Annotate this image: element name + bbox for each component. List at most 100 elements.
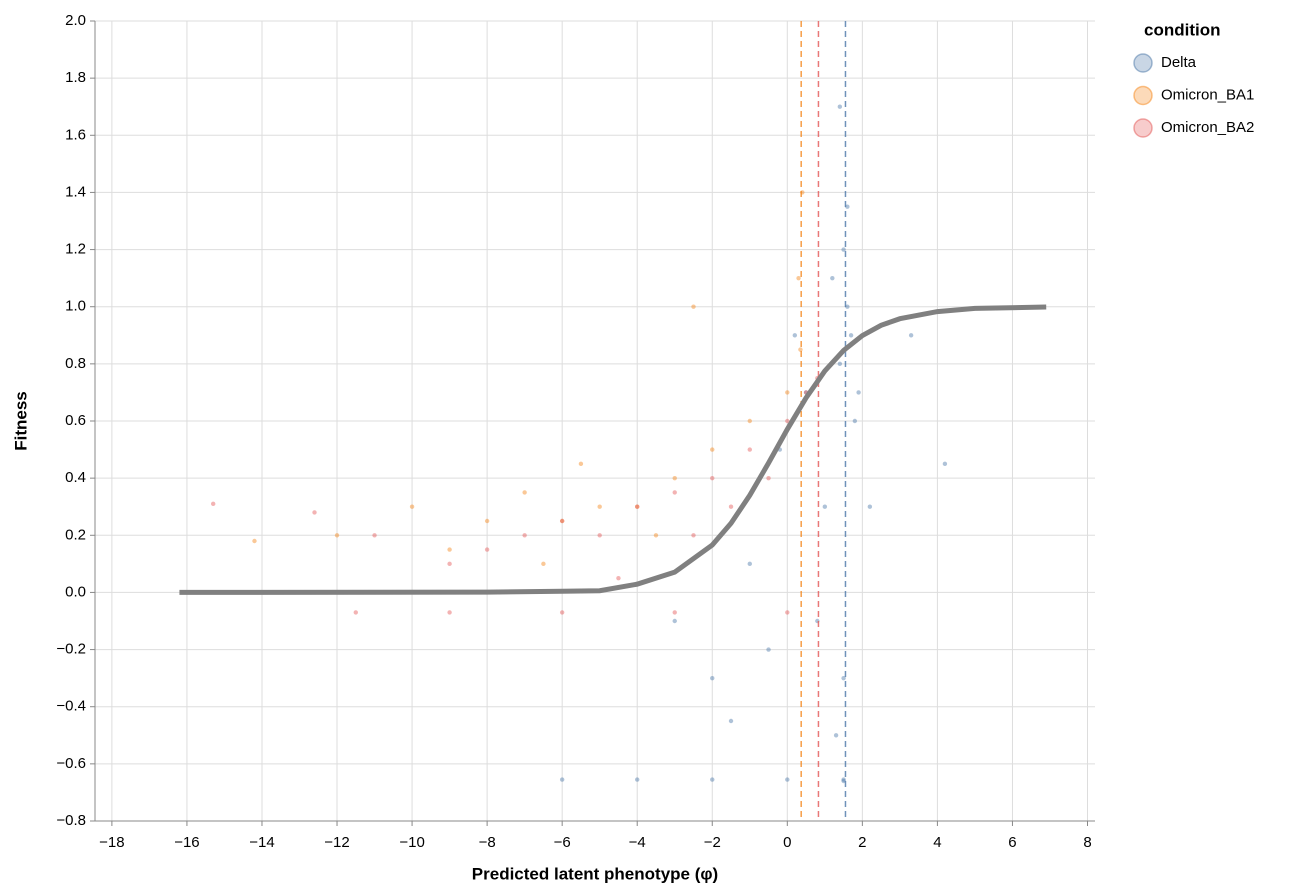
legend-symbol (1133, 85, 1153, 106)
data-point (747, 447, 752, 452)
x-tick-label: −2 (704, 834, 721, 851)
data-point (841, 675, 846, 681)
x-tick-label: −6 (554, 834, 571, 851)
data-point (867, 504, 873, 509)
data-point (766, 475, 771, 481)
legend-label: Omicron_BA2 (1161, 119, 1254, 136)
data-point (766, 647, 771, 652)
y-tick-label: −0.8 (56, 812, 86, 829)
data-point (484, 547, 490, 552)
x-tick-label: −14 (249, 834, 274, 851)
x-tick-label: 2 (858, 834, 866, 851)
data-point (597, 533, 602, 538)
data-point (841, 777, 846, 782)
x-tick-label: −4 (629, 834, 646, 851)
data-point (312, 510, 317, 515)
data-point (522, 490, 527, 495)
x-tick-label: −12 (324, 834, 349, 851)
data-point (796, 275, 801, 281)
data-point (252, 538, 257, 544)
legend-symbol (1133, 53, 1153, 73)
y-tick-label: −0.4 (56, 698, 86, 715)
data-point (522, 533, 527, 538)
data-point (710, 675, 715, 681)
data-point (747, 418, 752, 424)
x-tick-label: −18 (99, 834, 124, 851)
data-point (372, 533, 377, 538)
data-point (484, 518, 490, 524)
data-point (409, 504, 415, 509)
y-tick-label: −0.6 (56, 755, 86, 772)
data-point (848, 333, 854, 338)
data-point (447, 547, 452, 552)
data-point (210, 501, 216, 507)
data-point (837, 361, 843, 367)
data-point (785, 777, 790, 782)
fit-curve (179, 304, 1047, 595)
x-axis-title: Predicted latent phenotype (φ) (472, 864, 718, 883)
data-point (672, 610, 677, 615)
data-point (710, 777, 715, 782)
x-tick-label: 8 (1083, 834, 1091, 851)
data-point (653, 533, 659, 538)
data-point (353, 610, 358, 615)
data-point (942, 461, 948, 467)
data-point (728, 718, 734, 724)
y-tick-label: 1.2 (65, 241, 86, 258)
data-point (447, 610, 452, 615)
y-tick-label: 0.8 (65, 355, 86, 372)
data-point (747, 561, 752, 567)
data-point (841, 247, 846, 252)
x-tick-label: 4 (933, 834, 941, 851)
x-tick-label: −8 (479, 834, 496, 851)
x-tick-label: −10 (399, 834, 424, 851)
y-tick-label: 2.0 (65, 12, 86, 29)
y-tick-label: 0.0 (65, 583, 86, 600)
data-point (559, 518, 565, 524)
data-point (908, 333, 914, 338)
data-point (822, 504, 828, 509)
y-tick-label: 1.4 (65, 183, 86, 200)
data-point (578, 461, 584, 467)
data-point (785, 610, 790, 615)
x-tick-label: 6 (1008, 834, 1016, 851)
data-point (710, 447, 715, 452)
y-tick-label: 1.8 (65, 69, 86, 86)
x-tick-label: 0 (783, 834, 791, 851)
data-point (830, 275, 835, 281)
y-tick-label: 0.6 (65, 412, 86, 429)
y-tick-label: 0.4 (65, 469, 86, 486)
legend-label: Omicron_BA1 (1161, 86, 1254, 103)
data-point (691, 533, 696, 538)
legend-title: condition (1144, 20, 1220, 39)
data-point (447, 561, 452, 567)
data-point (852, 418, 858, 424)
data-point (672, 618, 677, 624)
data-point (845, 204, 850, 209)
data-point (792, 333, 798, 338)
data-point (728, 504, 734, 509)
y-tick-label: 0.2 (65, 526, 86, 543)
data-point (334, 533, 340, 538)
data-point (635, 504, 640, 509)
data-point (672, 475, 677, 481)
data-point (841, 778, 846, 784)
x-tick-label: −16 (174, 834, 199, 851)
data-point (691, 304, 696, 309)
y-tick-label: 1.6 (65, 126, 86, 143)
data-point (856, 390, 861, 395)
legend-symbol (1133, 118, 1153, 138)
data-point (710, 475, 715, 481)
y-axis-title: Fitness (11, 391, 30, 451)
data-point (635, 504, 640, 509)
data-point (798, 347, 803, 352)
data-point (785, 390, 790, 395)
data-point (837, 104, 843, 109)
data-point (559, 610, 565, 615)
data-point (635, 777, 640, 782)
data-point (845, 304, 850, 309)
data-point (616, 575, 621, 581)
legend-label: Delta (1161, 54, 1197, 71)
y-tick-label: −0.2 (56, 641, 86, 658)
